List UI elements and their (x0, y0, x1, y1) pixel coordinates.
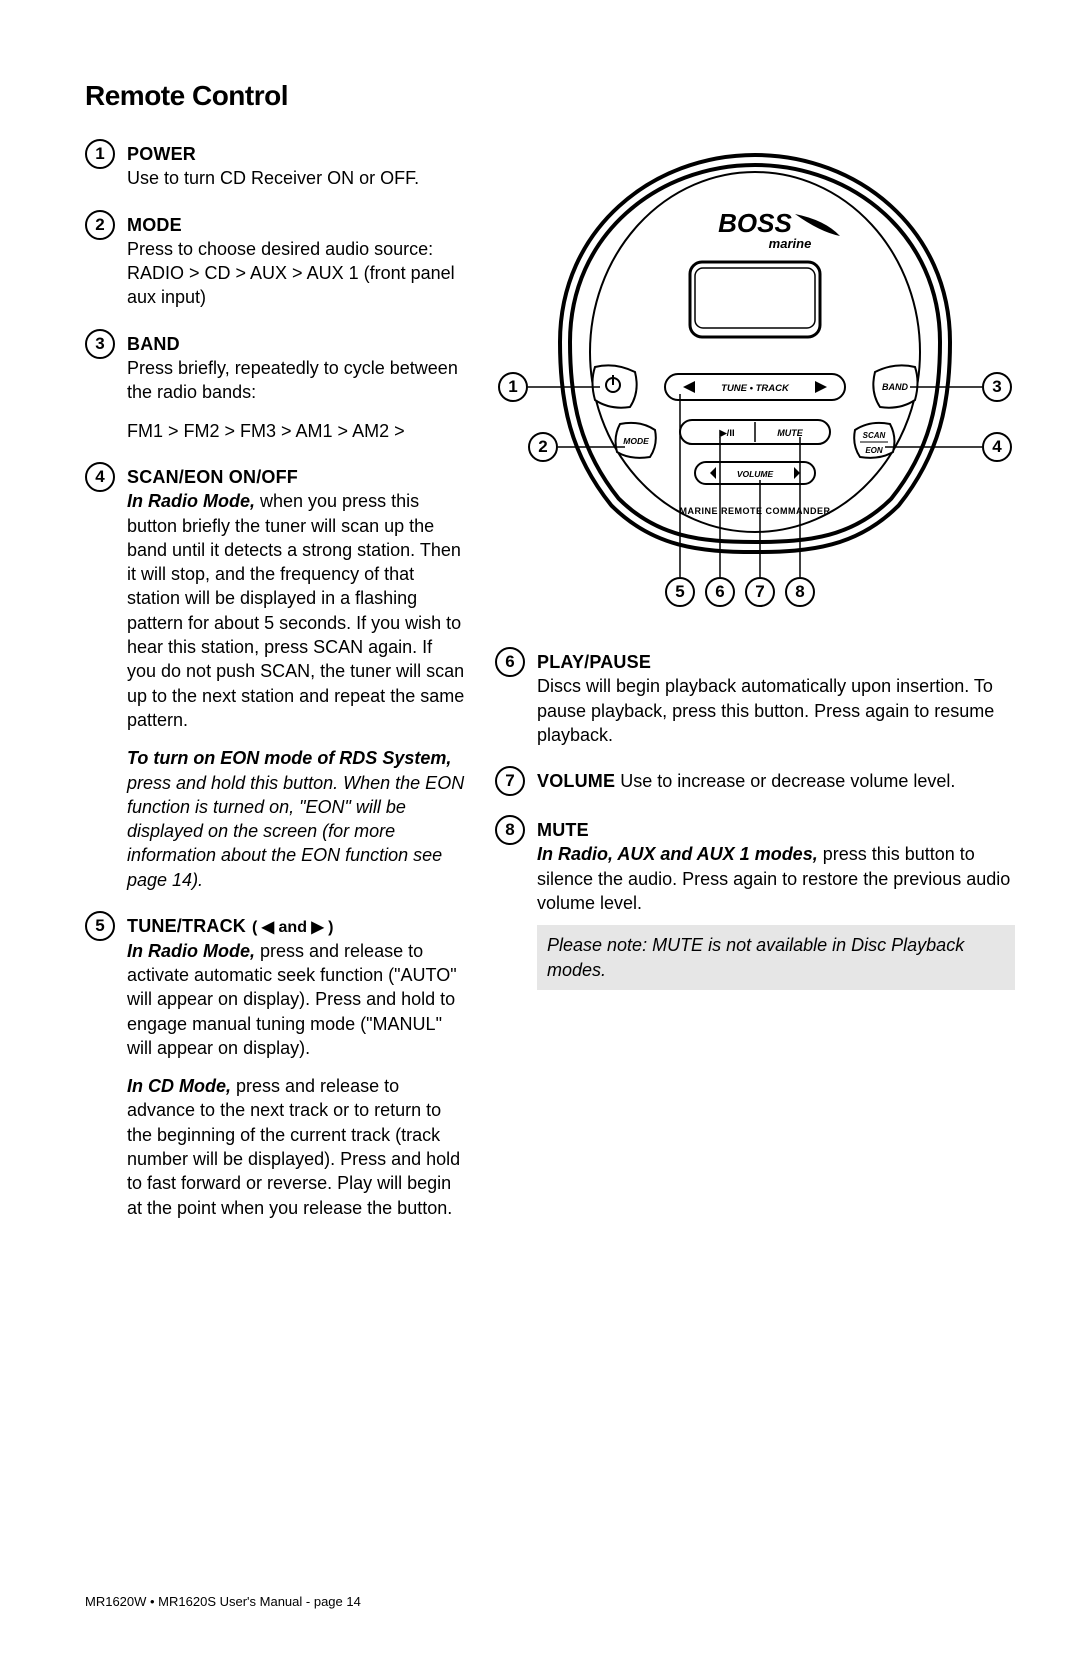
item-lead: In CD Mode, (127, 1076, 231, 1096)
item-lead: In Radio Mode, (127, 491, 255, 511)
remote-svg: BOSS marine BAND MODE SCAN (495, 142, 1015, 622)
item-number-badge: 7 (495, 766, 525, 796)
item-body: TUNE/TRACK ( ◀ and ▶ ) In Radio Mode, pres… (127, 914, 465, 1220)
item-lead: In Radio Mode, (127, 941, 255, 961)
item-text: Use to turn CD Receiver ON or OFF. (127, 168, 419, 188)
svg-text:▶/II: ▶/II (718, 428, 734, 439)
numbered-item: 7 VOLUME Use to increase or decrease volu… (495, 769, 1015, 796)
diagram-callout: 6 (705, 577, 735, 607)
item-text: Use to increase or decrease volume level… (615, 771, 955, 791)
item-text: Press briefly, repeatedly to cycle betwe… (127, 358, 458, 402)
item-text: Discs will begin playback automatically … (537, 676, 994, 745)
left-column: 1 POWER Use to turn CD Receiver ON or OFF.… (85, 142, 465, 1242)
item-number-badge: 3 (85, 329, 115, 359)
svg-text:SCAN: SCAN (863, 431, 886, 440)
diagram-callout: 8 (785, 577, 815, 607)
item-heading: POWER (127, 144, 196, 164)
item-heading: MODE (127, 215, 182, 235)
item-number-badge: 2 (85, 210, 115, 240)
diagram-callout: 7 (745, 577, 775, 607)
svg-text:EON: EON (865, 446, 883, 455)
diagram-callout: 2 (528, 432, 558, 462)
right-column: BOSS marine BAND MODE SCAN (495, 142, 1015, 1242)
svg-text:marine: marine (769, 236, 812, 251)
item-body: SCAN/EON ON/OFF In Radio Mode, when you p… (127, 465, 465, 892)
item-text: when you press this button briefly the t… (127, 491, 464, 730)
svg-text:MUTE: MUTE (777, 428, 803, 438)
item-text: press and release to advance to the next… (127, 1076, 460, 1217)
svg-text:BOSS: BOSS (718, 208, 792, 238)
numbered-item: 1 POWER Use to turn CD Receiver ON or OFF. (85, 142, 465, 191)
numbered-item: 6 PLAY/PAUSE Discs will begin playback aut… (495, 650, 1015, 747)
item-body: VOLUME Use to increase or decrease volum… (537, 769, 1015, 793)
item-lead: In Radio, AUX and AUX 1 modes, (537, 844, 818, 864)
item-body: MODE Press to choose desired audio source… (127, 213, 465, 310)
numbered-item: 5 TUNE/TRACK ( ◀ and ▶ ) In Radio Mode, pre… (85, 914, 465, 1220)
content-columns: 1 POWER Use to turn CD Receiver ON or OFF.… (85, 142, 995, 1242)
numbered-item: 8MUTEIn Radio, AUX and AUX 1 modes, pres… (495, 818, 1015, 990)
page-title: Remote Control (85, 80, 995, 112)
item-heading: BAND (127, 334, 180, 354)
item-body: BAND Press briefly, repeatedly to cycle b… (127, 332, 465, 443)
item-heading: VOLUME (537, 771, 615, 791)
numbered-item: 3 BAND Press briefly, repeatedly to cycle … (85, 332, 465, 443)
svg-text:TUNE • TRACK: TUNE • TRACK (721, 383, 790, 394)
item-number-badge: 5 (85, 911, 115, 941)
diagram-callout: 3 (982, 372, 1012, 402)
item-number-badge: 1 (85, 139, 115, 169)
diagram-callout: 4 (982, 432, 1012, 462)
page-footer: MR1620W • MR1620S User's Manual - page 1… (85, 1594, 361, 1609)
item-heading-extra: ( ◀ and ▶ ) (252, 919, 334, 936)
item-heading: SCAN/EON ON/OFF (127, 467, 298, 487)
item-number-badge: 8 (495, 815, 525, 845)
svg-text:MODE: MODE (623, 436, 649, 446)
item-text: press and hold this button. When the EON… (127, 773, 464, 890)
item-heading: MUTE (537, 820, 589, 840)
svg-text:BAND: BAND (882, 382, 908, 392)
svg-text:MARINE REMOTE COMMANDER: MARINE REMOTE COMMANDER (680, 506, 831, 516)
item-body: PLAY/PAUSE Discs will begin playback auto… (537, 650, 1015, 747)
diagram-callout: 1 (498, 372, 528, 402)
note-box: Please note: MUTE is not available in Di… (537, 925, 1015, 990)
item-text: FM1 > FM2 > FM3 > AM1 > AM2 > (127, 421, 405, 441)
item-number-badge: 4 (85, 462, 115, 492)
numbered-item: 2 MODE Press to choose desired audio sourc… (85, 213, 465, 310)
diagram-callout: 5 (665, 577, 695, 607)
item-heading: TUNE/TRACK (127, 916, 246, 936)
item-body: MUTEIn Radio, AUX and AUX 1 modes, press… (537, 818, 1015, 990)
item-body: POWER Use to turn CD Receiver ON or OFF. (127, 142, 465, 191)
numbered-item: 4 SCAN/EON ON/OFF In Radio Mode, when you … (85, 465, 465, 892)
item-heading: PLAY/PAUSE (537, 652, 651, 672)
svg-text:VOLUME: VOLUME (737, 469, 774, 479)
item-text: Press to choose desired audio source: RA… (127, 239, 455, 308)
item-lead: To turn on EON mode of RDS System, (127, 748, 451, 768)
remote-diagram: BOSS marine BAND MODE SCAN (495, 142, 1015, 622)
item-number-badge: 6 (495, 647, 525, 677)
